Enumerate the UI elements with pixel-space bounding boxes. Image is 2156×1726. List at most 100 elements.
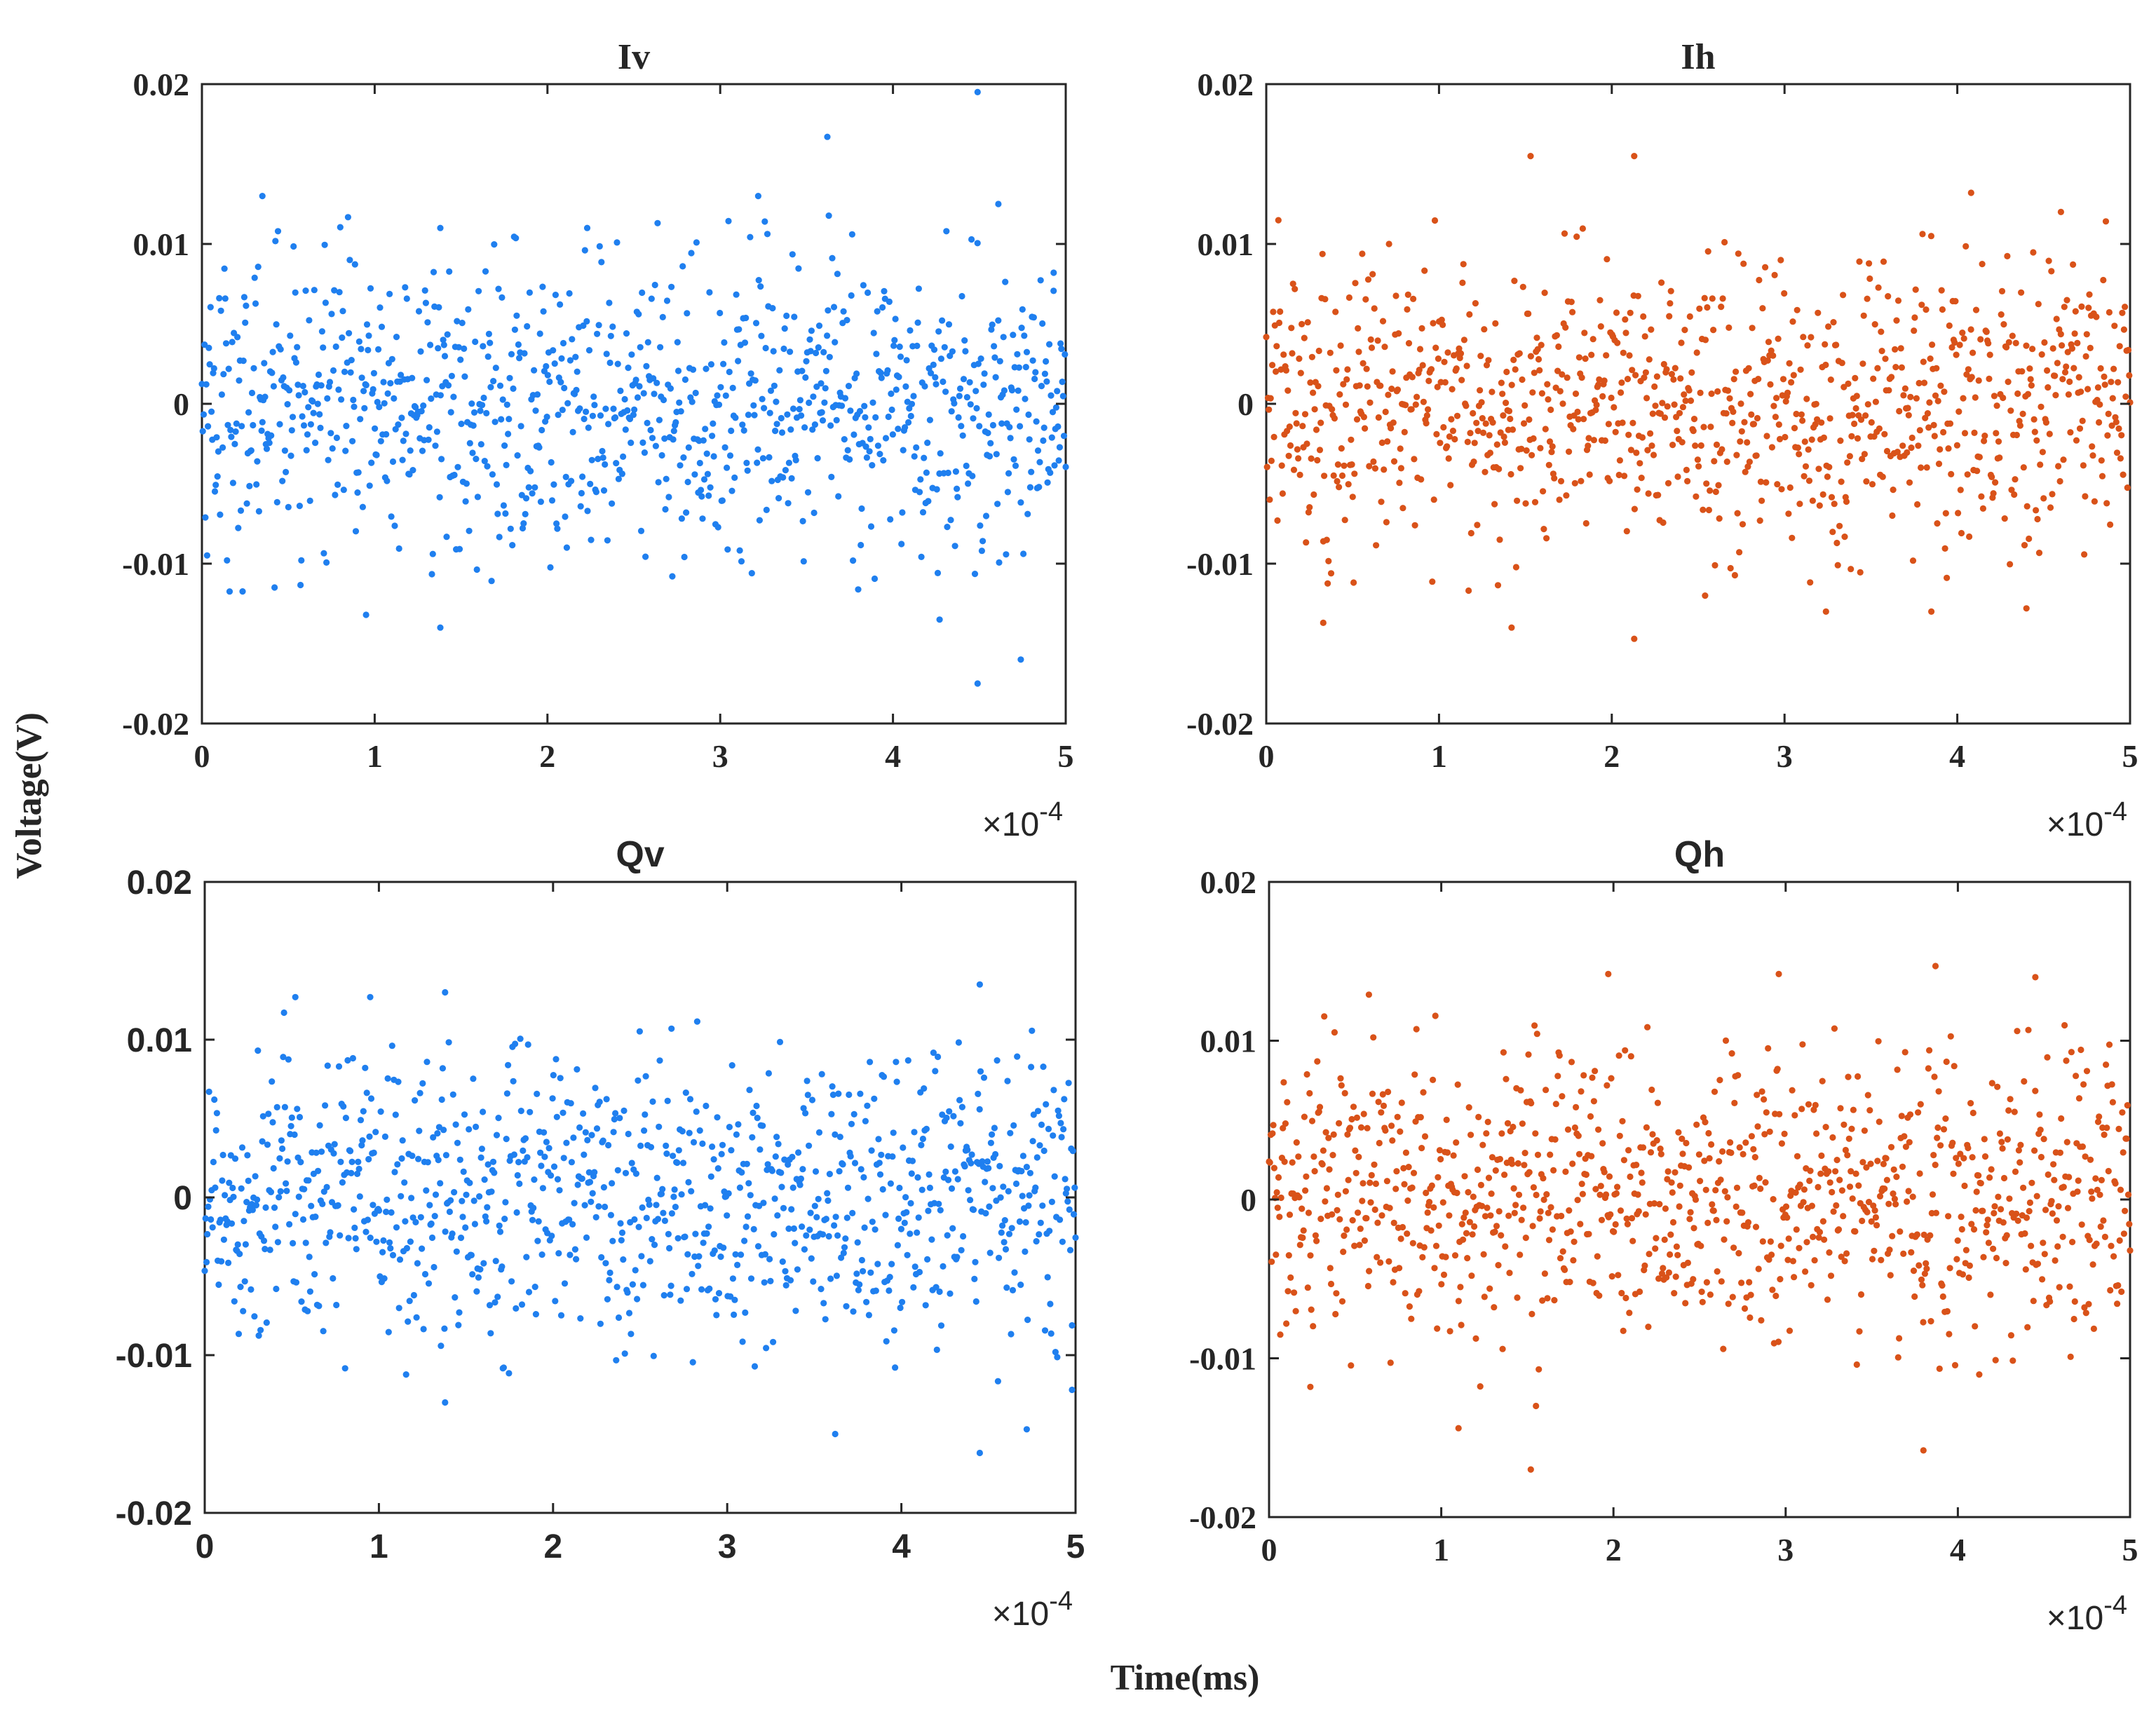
data-point bbox=[1784, 1214, 1791, 1221]
data-point bbox=[1796, 1244, 1803, 1251]
data-point bbox=[1438, 316, 1445, 323]
data-point bbox=[1451, 435, 1458, 443]
data-point bbox=[689, 1359, 696, 1366]
data-point bbox=[1906, 479, 1913, 486]
data-point bbox=[1608, 1075, 1615, 1082]
data-point bbox=[306, 317, 313, 324]
data-point bbox=[1496, 1208, 1503, 1215]
data-point bbox=[1885, 387, 1892, 394]
data-point bbox=[402, 430, 409, 437]
data-point bbox=[577, 503, 584, 510]
data-point bbox=[1920, 1231, 1927, 1238]
data-point bbox=[1758, 497, 1765, 504]
data-point bbox=[288, 427, 295, 434]
data-point bbox=[514, 1171, 521, 1179]
data-point bbox=[902, 424, 909, 431]
data-point bbox=[1345, 1176, 1352, 1183]
data-point bbox=[562, 473, 569, 481]
data-point bbox=[1991, 1203, 1998, 1210]
data-point bbox=[1934, 520, 1941, 527]
data-point bbox=[783, 312, 790, 320]
data-point bbox=[1712, 488, 1719, 496]
data-point bbox=[942, 1168, 949, 1175]
data-point bbox=[1559, 400, 1566, 407]
data-point bbox=[1377, 1259, 1384, 1266]
data-point bbox=[238, 1144, 246, 1151]
data-point bbox=[1495, 1262, 1502, 1269]
data-point bbox=[832, 339, 839, 346]
data-point bbox=[1346, 1124, 1354, 1132]
data-point bbox=[1327, 570, 1335, 577]
data-point bbox=[360, 1108, 367, 1115]
data-point bbox=[1305, 1209, 1313, 1216]
data-point bbox=[1334, 461, 1341, 468]
data-point bbox=[1500, 412, 1507, 419]
data-point bbox=[989, 1185, 996, 1192]
data-point bbox=[2045, 384, 2052, 391]
data-point bbox=[280, 374, 287, 381]
data-point bbox=[1730, 1244, 1737, 1251]
data-point bbox=[937, 355, 944, 362]
data-point bbox=[1578, 374, 1585, 381]
data-point bbox=[305, 404, 312, 411]
data-point bbox=[1871, 1247, 1878, 1254]
data-point bbox=[552, 1056, 560, 1063]
data-point bbox=[1066, 1206, 1073, 1213]
data-point bbox=[1058, 1134, 1065, 1141]
data-point bbox=[1530, 1184, 1537, 1191]
data-point bbox=[1480, 1251, 1487, 1258]
data-point bbox=[222, 340, 230, 347]
data-point bbox=[1061, 1096, 1068, 1103]
data-point bbox=[1316, 447, 1324, 454]
x-tick-label: 3 bbox=[712, 738, 728, 774]
data-point bbox=[206, 361, 213, 368]
data-point bbox=[914, 1229, 921, 1236]
data-point bbox=[834, 1232, 841, 1239]
data-point bbox=[2042, 419, 2049, 426]
data-point bbox=[1887, 1143, 1895, 1150]
data-point bbox=[1754, 1092, 1761, 1099]
data-point bbox=[568, 477, 575, 484]
data-point bbox=[1772, 1292, 1779, 1300]
data-point bbox=[806, 1142, 813, 1149]
data-point bbox=[945, 321, 953, 328]
data-point bbox=[1031, 375, 1038, 383]
data-point bbox=[249, 1207, 256, 1214]
data-point-outlier bbox=[437, 624, 444, 631]
data-point bbox=[1624, 1221, 1631, 1228]
data-point bbox=[647, 426, 654, 434]
data-point bbox=[1572, 390, 1580, 397]
data-point bbox=[1557, 1255, 1564, 1262]
data-point bbox=[1378, 498, 1385, 505]
data-point bbox=[459, 320, 466, 327]
data-point bbox=[213, 1110, 220, 1117]
data-point bbox=[1563, 492, 1570, 499]
data-point bbox=[1908, 1249, 1915, 1256]
data-point bbox=[955, 1039, 962, 1046]
data-point bbox=[1808, 1282, 1815, 1289]
data-point bbox=[1849, 1195, 1856, 1202]
data-point bbox=[795, 265, 802, 272]
data-point bbox=[700, 437, 707, 444]
data-point bbox=[766, 1256, 773, 1263]
data-point bbox=[961, 1163, 968, 1170]
data-point bbox=[1460, 261, 1467, 268]
data-point bbox=[693, 1018, 701, 1025]
data-point bbox=[1665, 1168, 1672, 1175]
data-point bbox=[2118, 432, 2125, 439]
data-point bbox=[1612, 428, 1619, 435]
data-point bbox=[1273, 368, 1280, 375]
data-point bbox=[1636, 1288, 1643, 1296]
data-point bbox=[1969, 1109, 1977, 1117]
data-point bbox=[2087, 1156, 2094, 1163]
data-point bbox=[1846, 1183, 1854, 1190]
data-point bbox=[531, 1176, 538, 1183]
data-point bbox=[991, 1124, 998, 1132]
data-point bbox=[1794, 306, 1801, 313]
data-point bbox=[860, 1268, 867, 1275]
data-point bbox=[923, 469, 930, 476]
data-point bbox=[367, 1095, 375, 1102]
data-point bbox=[1950, 1170, 1957, 1177]
data-point bbox=[470, 1075, 477, 1082]
data-point bbox=[1984, 1216, 1991, 1223]
